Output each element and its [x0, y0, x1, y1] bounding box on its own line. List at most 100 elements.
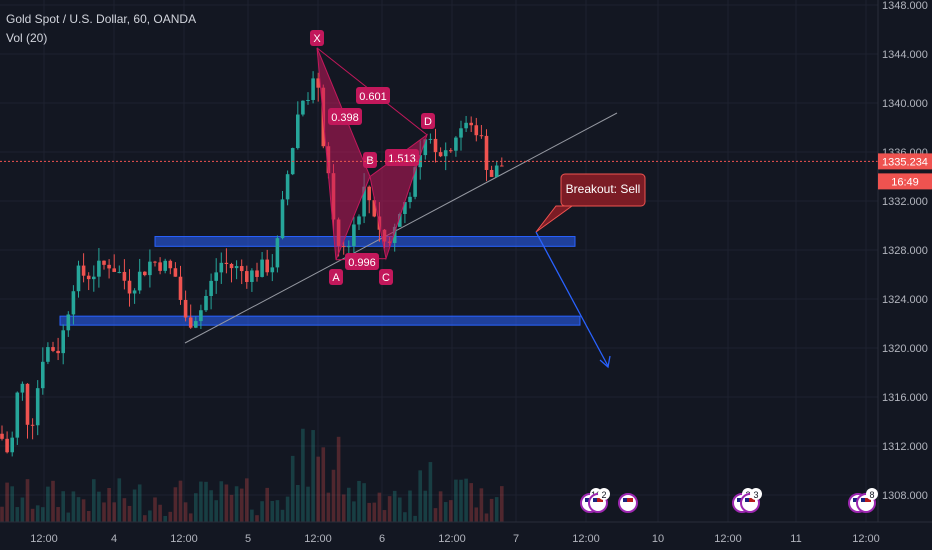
callout-text: Breakout: Sell — [566, 182, 641, 196]
candle-body — [153, 261, 157, 263]
volume-bar — [341, 494, 346, 522]
volume-bar — [372, 502, 377, 522]
candle-body — [194, 321, 198, 328]
time-tick-label: 4 — [111, 533, 117, 545]
volume-bar — [326, 492, 331, 522]
pattern-point-marker — [363, 152, 377, 168]
trendline[interactable] — [184, 112, 618, 344]
flag-canton — [861, 498, 865, 502]
volume-bar — [214, 500, 218, 522]
symbol-title[interactable]: Gold Spot / U.S. Dollar, 60, OANDA — [6, 12, 197, 26]
candle-body — [163, 260, 167, 271]
volume-bar — [71, 491, 76, 522]
volume-bar — [107, 487, 111, 522]
economic-event-badges[interactable]: 102238 — [580, 488, 878, 513]
price-axis-panel[interactable] — [878, 0, 932, 550]
volume-bar — [209, 490, 213, 522]
volume-bar — [255, 515, 259, 522]
volume-bar — [265, 487, 269, 522]
volume-bar — [86, 510, 91, 522]
candle-body — [489, 169, 494, 177]
support-zones[interactable] — [59, 236, 581, 326]
pattern-point-marker — [310, 30, 324, 46]
volume-bar — [362, 483, 366, 522]
candle-body — [500, 165, 504, 167]
flag-canton — [745, 498, 749, 502]
candle-body — [229, 263, 234, 269]
candle-body — [46, 347, 50, 362]
volume-bar — [117, 478, 122, 522]
sr-zone[interactable] — [59, 315, 581, 326]
price-axis[interactable]: 1348.0001344.0001340.0001336.0001332.000… — [882, 0, 928, 502]
candle-body — [66, 314, 71, 331]
event-count: 8 — [869, 490, 874, 500]
time-tick-label: 12:00 — [438, 533, 466, 545]
volume-bar — [239, 488, 244, 522]
time-tick-label: 12:00 — [572, 533, 600, 545]
volume-bar — [97, 491, 101, 522]
chart-legend[interactable]: Gold Spot / U.S. Dollar, 60, OANDA Vol (… — [6, 10, 196, 48]
volume-bar — [183, 502, 188, 522]
volume-bar — [92, 479, 96, 522]
volume-bar — [168, 511, 173, 522]
event-count-bubble — [866, 488, 878, 500]
volume-bar — [132, 489, 137, 522]
candle-body — [122, 271, 127, 281]
price-tags: 1335.234 16:49 — [878, 153, 932, 190]
volume-bar — [66, 512, 71, 522]
arrow-shaft — [535, 231, 609, 367]
candle-body — [255, 270, 259, 277]
price-tick-label: 1312.000 — [882, 441, 928, 453]
candle-body — [10, 437, 14, 453]
candle-body — [81, 265, 86, 276]
candle-body — [86, 275, 91, 280]
candle-body — [392, 226, 397, 243]
candle-body — [311, 78, 315, 100]
volume-bar — [229, 494, 234, 522]
event-count: 3 — [753, 490, 758, 500]
event-flag-icon[interactable] — [618, 493, 638, 513]
volume-bar — [311, 430, 315, 522]
candle-body — [306, 99, 310, 101]
price-tick-label: 1344.000 — [882, 49, 928, 61]
volume-bar — [143, 515, 147, 522]
volume-bar — [224, 484, 229, 522]
sr-zone[interactable] — [154, 236, 576, 247]
candle-body — [25, 383, 30, 425]
volume-bar — [336, 436, 341, 522]
time-tick-label: 5 — [245, 533, 251, 545]
breakout-callout[interactable]: Breakout: Sell — [535, 173, 646, 233]
volume-bar — [51, 480, 55, 522]
volume-bars — [0, 428, 504, 522]
volume-bar — [56, 507, 60, 522]
candle-body — [35, 388, 40, 426]
ascending-trendline[interactable] — [184, 112, 618, 344]
time-tick-label: 6 — [379, 533, 385, 545]
volume-bar — [112, 502, 116, 522]
volume-bar — [41, 507, 45, 522]
candle-body — [209, 280, 213, 296]
candle-body — [5, 438, 9, 453]
event-count: 2 — [601, 490, 606, 500]
volume-bar — [454, 479, 458, 522]
price-tick-label: 1332.000 — [882, 196, 928, 208]
candle-body — [199, 310, 203, 322]
volume-bar — [81, 499, 86, 522]
candle-body — [270, 267, 275, 273]
volume-bar — [188, 513, 193, 522]
volume-indicator-label[interactable]: Vol (20) — [6, 31, 48, 45]
arrow-head — [599, 355, 611, 369]
candle-body — [219, 262, 224, 273]
volume-bar — [250, 509, 254, 522]
candle-body — [92, 276, 96, 280]
flag-stripe — [593, 498, 603, 502]
time-axis[interactable]: 12:00 4 12:00 5 12:00 6 12:00 7 12:00 10 12:00 11 12… — [30, 533, 880, 545]
price-tick-label: 1328.000 — [882, 245, 928, 257]
volume-bar — [423, 490, 428, 522]
callout-box — [560, 173, 646, 207]
volume-bar — [122, 498, 127, 522]
volume-bar — [382, 510, 387, 522]
price-tick-label: 1320.000 — [882, 343, 928, 355]
